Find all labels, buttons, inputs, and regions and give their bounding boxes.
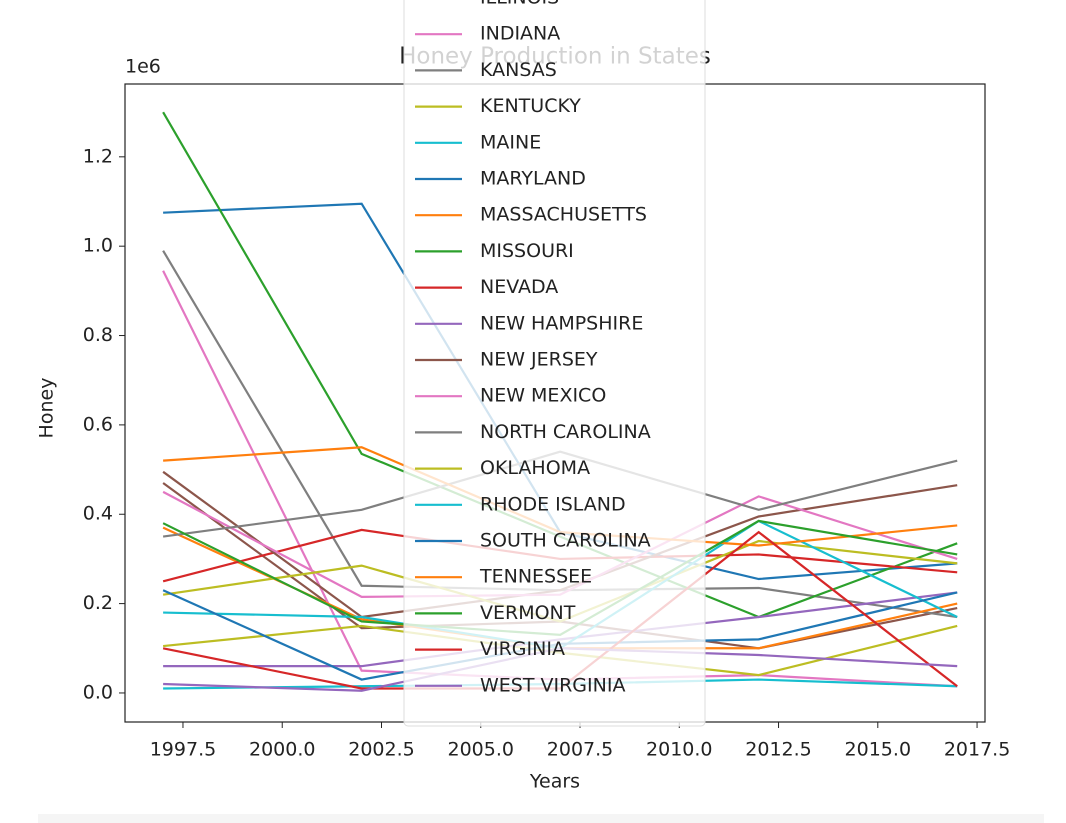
legend-label: NEW HAMPSHIRE <box>480 312 643 334</box>
x-tick-label: 2007.5 <box>547 739 613 761</box>
y-offset-label: 1e6 <box>125 56 161 78</box>
y-axis-label: Honey <box>36 378 58 439</box>
y-tick-label: 0.4 <box>83 503 113 525</box>
x-tick-label: 2015.0 <box>845 739 911 761</box>
legend-label: SOUTH CAROLINA <box>480 530 651 552</box>
footer-strip <box>38 814 1044 823</box>
y-tick-label: 1.2 <box>83 145 113 167</box>
legend-label: MISSOURI <box>480 240 574 262</box>
legend-label: MASSACHUSETTS <box>480 204 647 226</box>
legend-label: VERMONT <box>480 602 576 624</box>
x-axis-label: Years <box>529 771 580 793</box>
legend-label: VIRGINIA <box>480 638 565 660</box>
x-tick-label: 2002.5 <box>348 739 414 761</box>
x-tick-label: 2005.0 <box>448 739 514 761</box>
y-tick-label: 0.2 <box>83 592 113 614</box>
x-tick-label: 2017.5 <box>944 739 1010 761</box>
legend-label: KENTUCKY <box>480 95 581 117</box>
x-tick-label: 2000.0 <box>249 739 315 761</box>
x-tick-label: 2012.5 <box>745 739 811 761</box>
legend-label: OKLAHOMA <box>480 457 590 479</box>
legend-label: MARYLAND <box>480 168 586 190</box>
legend-label: RHODE ISLAND <box>480 493 626 515</box>
legend-label: WEST VIRGINIA <box>480 674 625 696</box>
y-tick-label: 0.8 <box>83 324 113 346</box>
legend-label: KANSAS <box>480 59 557 81</box>
x-tick-label: 1997.5 <box>150 739 216 761</box>
legend-label: NEW MEXICO <box>480 385 606 407</box>
legend-label: MAINE <box>480 131 541 153</box>
legend-label: ILLINOIS <box>480 0 559 9</box>
legend-label: TENNESSEE <box>479 566 592 588</box>
y-tick-label: 1.0 <box>83 235 113 257</box>
y-tick-label: 0.6 <box>83 413 113 435</box>
legend-label: NEVADA <box>480 276 558 298</box>
x-tick-label: 2010.0 <box>646 739 712 761</box>
legend-label: NEW JERSEY <box>480 349 598 371</box>
legend-label: NORTH CAROLINA <box>480 421 651 443</box>
legend-box <box>403 0 706 727</box>
y-tick-label: 0.0 <box>83 681 113 703</box>
legend-label: INDIANA <box>480 23 560 45</box>
